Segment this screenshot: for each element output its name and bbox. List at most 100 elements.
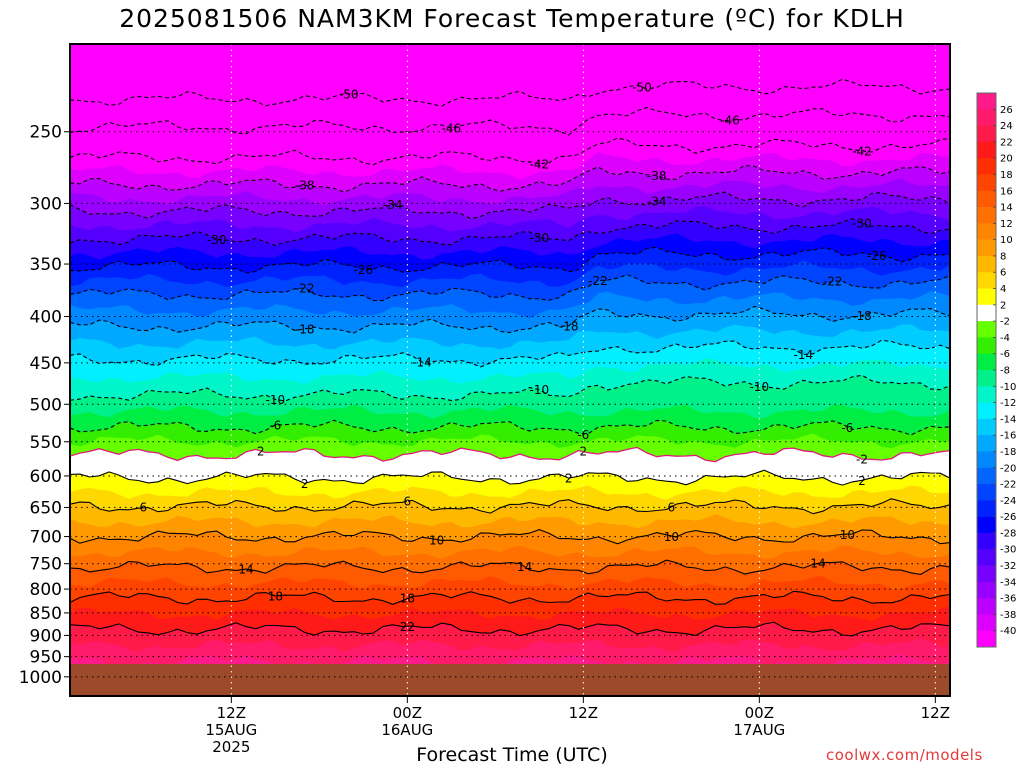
colorbar-swatch bbox=[977, 272, 996, 289]
colorbar-swatch bbox=[977, 337, 996, 355]
colorbar-label: -30 bbox=[1000, 545, 1016, 556]
colorbar-swatch bbox=[977, 386, 996, 403]
contour-10 bbox=[70, 529, 950, 545]
colorbar-label: -16 bbox=[1000, 431, 1016, 442]
y-tick-label: 600 bbox=[30, 467, 62, 487]
colorbar-label: -38 bbox=[1000, 610, 1016, 621]
contour-label: 18 bbox=[400, 592, 415, 606]
colorbar-swatch bbox=[977, 598, 996, 615]
contour-label-text: 2 bbox=[858, 474, 866, 488]
contour-label-text: -14 bbox=[794, 348, 814, 362]
contour-label: 14 bbox=[517, 560, 532, 574]
colorbar-swatch bbox=[977, 402, 996, 420]
contour-label: 10 bbox=[429, 533, 444, 547]
contour-label-text: -18 bbox=[295, 322, 315, 336]
y-tick-label: 300 bbox=[30, 194, 62, 214]
contour-label-text: -6 bbox=[269, 418, 281, 432]
contour-label-text: 10 bbox=[840, 528, 855, 542]
contour-label: 2 bbox=[858, 474, 866, 488]
contour-label-text: 18 bbox=[268, 589, 283, 603]
colorbar-label: -28 bbox=[1000, 528, 1016, 539]
colorbar-label: -34 bbox=[1000, 577, 1016, 588]
contour-label-text: 14 bbox=[810, 556, 825, 570]
contour-22 bbox=[70, 621, 950, 637]
contour-label-text: -6 bbox=[577, 428, 589, 442]
colorbar-swatch bbox=[977, 304, 996, 322]
contour-label-text: -26 bbox=[867, 249, 887, 263]
contour-label-text: -30 bbox=[852, 216, 872, 230]
contour-label-text: 14 bbox=[238, 563, 253, 577]
grid-lines bbox=[70, 44, 950, 696]
contour--34 bbox=[70, 191, 950, 220]
colorbar-swatch bbox=[977, 223, 996, 240]
contour-label-text: 2 bbox=[580, 444, 588, 458]
contour-label: 2 bbox=[565, 472, 573, 486]
contour-label: -34 bbox=[647, 194, 667, 208]
contour-14 bbox=[70, 559, 950, 575]
colorbar-label: 12 bbox=[1000, 219, 1013, 230]
colorbar-label: -18 bbox=[1000, 447, 1016, 458]
y-axis: 2503003504004505005506006507007508008509… bbox=[19, 123, 70, 688]
x-tick-label: 12Z bbox=[921, 704, 950, 722]
colorbar-label: -36 bbox=[1000, 594, 1016, 605]
contour-label-text: -42 bbox=[852, 144, 872, 158]
contour--38 bbox=[70, 164, 950, 193]
contour-label-text: -30 bbox=[207, 233, 227, 247]
colorbar-swatch bbox=[977, 484, 996, 501]
ground-layer bbox=[70, 664, 950, 696]
y-tick-label: 500 bbox=[30, 395, 62, 415]
y-tick-label: 900 bbox=[30, 626, 62, 646]
colorbar-label: -20 bbox=[1000, 463, 1016, 474]
contour-label: -6 bbox=[269, 418, 281, 432]
credit-text: coolwx.com/models bbox=[826, 746, 983, 764]
contour-label-text: -10 bbox=[530, 383, 550, 397]
colorbar-swatch bbox=[977, 109, 996, 126]
colorbar-swatch bbox=[977, 435, 996, 452]
contour-label-text: -10 bbox=[750, 380, 770, 394]
contour-label-text: -38 bbox=[647, 169, 667, 183]
colorbar-label: 6 bbox=[1000, 268, 1006, 279]
contour-label: -18 bbox=[852, 309, 872, 323]
contour-label-text: -46 bbox=[720, 114, 740, 128]
colorbar-swatch bbox=[977, 565, 996, 583]
contour-label: -50 bbox=[632, 80, 652, 94]
colorbar-label: -2 bbox=[1000, 317, 1010, 328]
colorbar-swatch bbox=[977, 207, 996, 224]
contour-label: -10 bbox=[750, 380, 770, 394]
contour-label-text: -22 bbox=[823, 275, 843, 289]
contour-label: -46 bbox=[442, 122, 462, 136]
colorbar-label: 2 bbox=[1000, 300, 1006, 311]
contour--50 bbox=[70, 78, 950, 107]
contour-label: -18 bbox=[295, 322, 315, 336]
contour--26 bbox=[70, 246, 950, 274]
contour-label-text: 10 bbox=[664, 530, 679, 544]
contour-label: -6 bbox=[841, 421, 853, 435]
contour-label: -2 bbox=[856, 453, 868, 467]
contour-2 bbox=[70, 469, 950, 486]
contour-label: -34 bbox=[383, 198, 403, 212]
y-tick-label: 800 bbox=[30, 580, 62, 600]
colorbar-label: -40 bbox=[1000, 626, 1016, 637]
colorbar-label: -4 bbox=[1000, 333, 1010, 344]
contour-label: 2 bbox=[580, 444, 588, 458]
y-tick-label: 550 bbox=[30, 433, 62, 453]
contour-18 bbox=[70, 590, 950, 605]
chart-title: 2025081506 NAM3KM Forecast Temperature (… bbox=[119, 4, 905, 33]
y-tick-label: 700 bbox=[30, 528, 62, 548]
contour-label: -14 bbox=[794, 348, 814, 362]
colorbar-swatch bbox=[977, 516, 996, 534]
x-tick-label: 15AUG bbox=[205, 721, 257, 739]
contour-label: 2 bbox=[257, 444, 265, 458]
colorbar-swatch bbox=[977, 255, 996, 273]
contour-label-text: 14 bbox=[517, 560, 532, 574]
plot-frame bbox=[69, 43, 951, 697]
colorbar-swatch bbox=[977, 418, 996, 436]
contour-label: -30 bbox=[207, 233, 227, 247]
contour--10 bbox=[70, 374, 950, 402]
contour-label: 10 bbox=[664, 530, 679, 544]
x-tick-label: 16AUG bbox=[381, 721, 433, 739]
contour-label-text: -34 bbox=[647, 194, 667, 208]
y-tick-label: 400 bbox=[30, 308, 62, 328]
contour-label: -38 bbox=[647, 169, 667, 183]
